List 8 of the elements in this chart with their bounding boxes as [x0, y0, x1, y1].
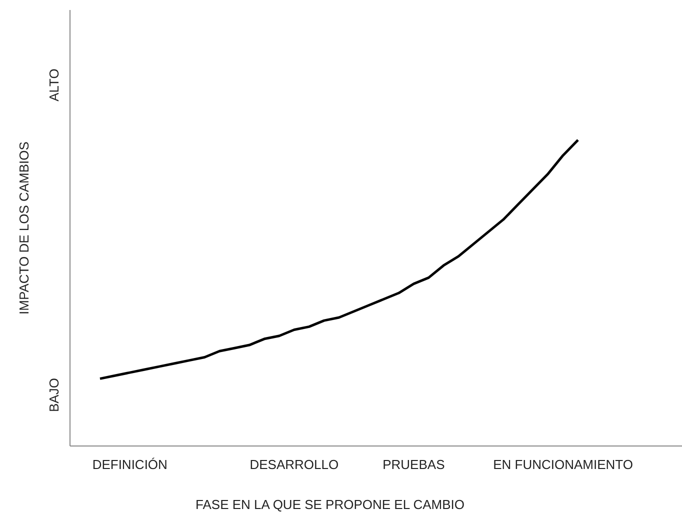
x-tick-label: EN FUNCIONAMIENTO — [493, 457, 634, 472]
x-tick-label: PRUEBAS — [382, 457, 446, 472]
x-axis-title: FASE EN LA QUE SE PROPONE EL CAMBIO — [196, 497, 464, 512]
text: ALTO — [46, 68, 62, 102]
x-tick-label: DESARROLLO — [250, 457, 339, 472]
text: BAJO — [46, 378, 62, 412]
x-tick-label: DEFINICIÓN — [92, 457, 168, 472]
y-axis-title: IMPACTO DE LOS CAMBIOS — [16, 141, 32, 314]
